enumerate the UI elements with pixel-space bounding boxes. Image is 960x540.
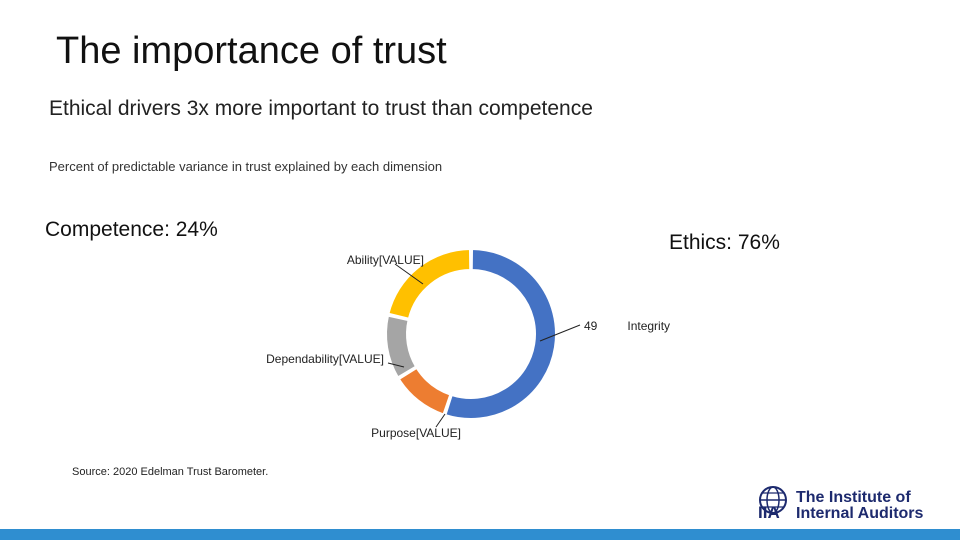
chart-caption: Percent of predictable variance in trust… [49,159,443,174]
value-dependability: [VALUE] [339,352,384,366]
category-ability: Ability [347,253,379,267]
donut-slice-dependability [385,314,418,379]
data-label-dependability: Dependability[VALUE] [266,352,384,366]
source-note: Source: 2020 Edelman Trust Barometer. [72,466,269,478]
leader-line-ability [394,263,424,285]
leader-line-purpose [435,413,446,428]
iia-mark: IIA [758,503,780,522]
slide-subtitle: Ethical drivers 3x more important to tru… [49,97,593,120]
value-ability: [VALUE] [379,253,424,267]
iia-globe-icon: IIA [758,486,787,522]
leader-line-integrity [539,324,581,342]
data-label-ability: Ability[VALUE] [347,253,424,267]
iia-logo: IIA The Institute of Internal Auditors [756,484,936,524]
category-dependability: Dependability [266,352,339,366]
leader-line-dependability [387,362,405,368]
data-label-integrity: 49 Integrity [584,319,670,333]
donut-slice-integrity [444,247,557,420]
value-integrity: 49 [584,319,598,333]
logo-line-1: The Institute of [796,489,911,506]
donut-slice-purpose [397,366,452,416]
logo-line-2: Internal Auditors [796,505,924,522]
category-integrity: Integrity [627,319,670,333]
data-label-purpose: Purpose[VALUE] [371,426,461,440]
donut-slice-ability [387,247,472,320]
ethics-label: Ethics: 76% [669,231,780,254]
category-purpose: Purpose [371,426,416,440]
value-purpose: [VALUE] [416,426,461,440]
slide-title: The importance of trust [56,30,447,72]
footer-accent-bar [0,529,960,540]
competence-label: Competence: 24% [45,218,218,241]
